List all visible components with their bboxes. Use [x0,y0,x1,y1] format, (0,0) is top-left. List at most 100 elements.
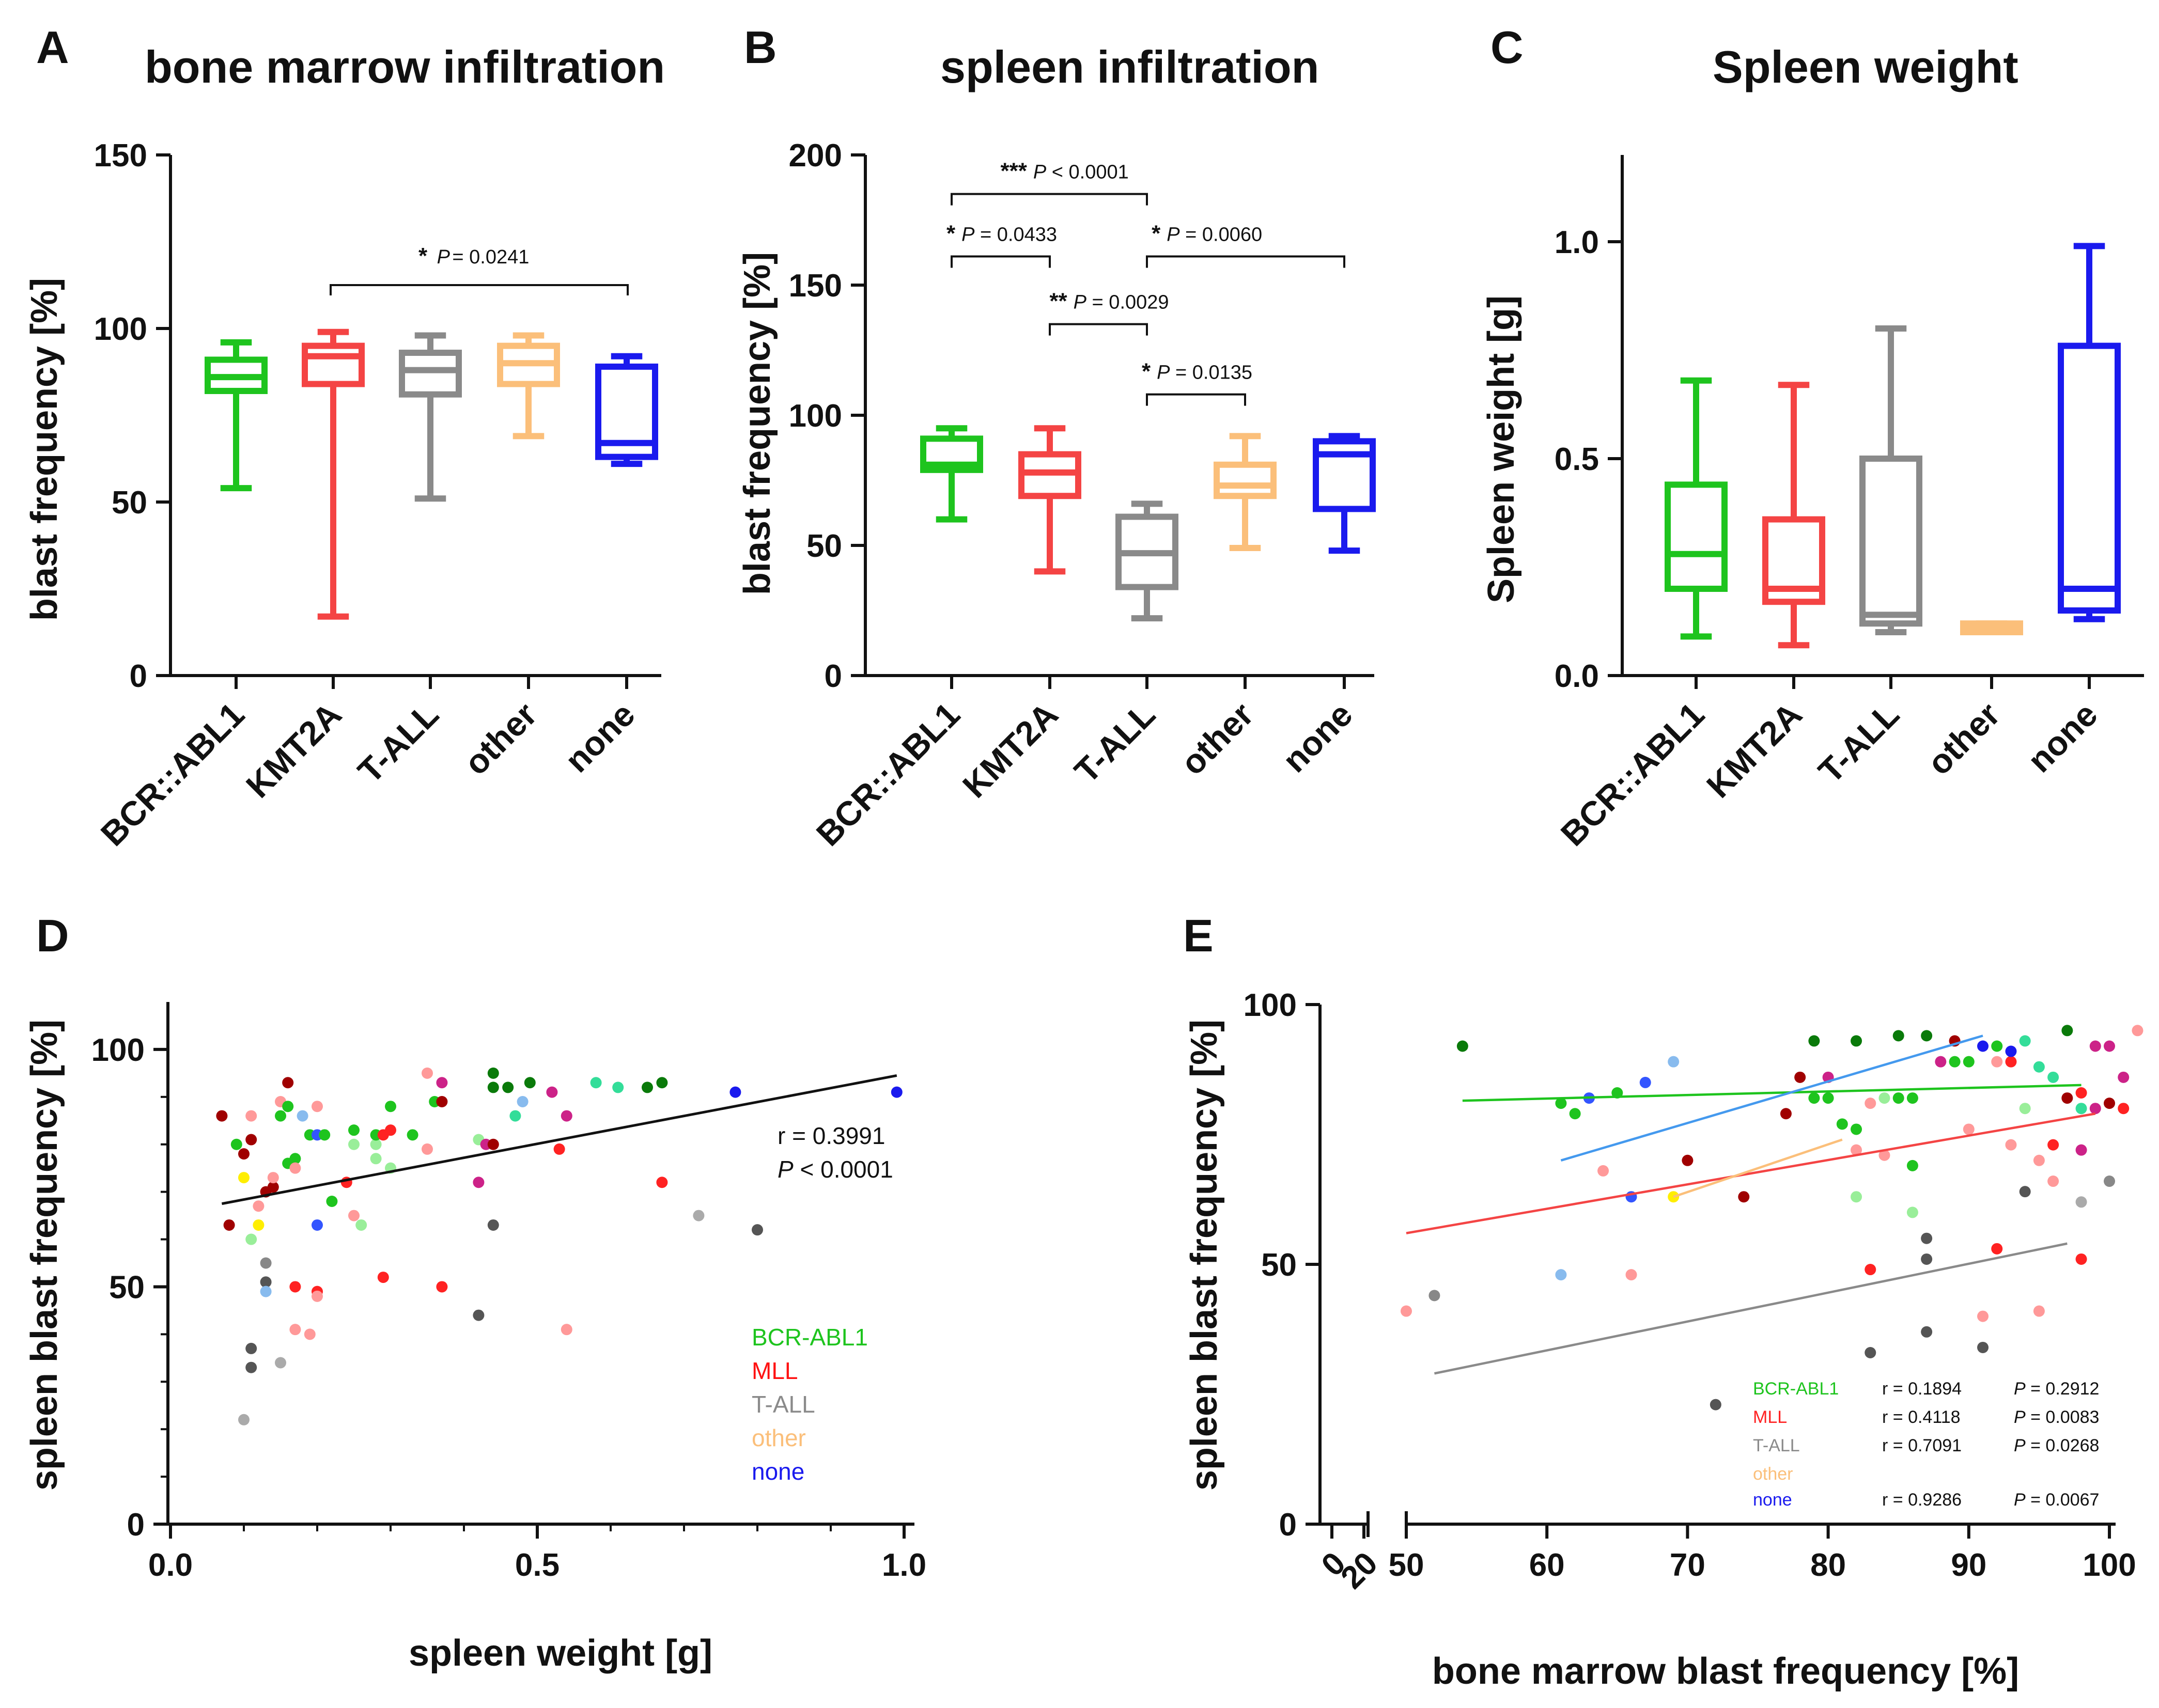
panel-b-sig-stars-0: *** [1001,159,1028,184]
panel-c-letter: C [1490,22,1524,73]
panel-a-y-axis-label: blast frequency [%] [24,278,65,621]
panel-e-point [1921,1232,1933,1244]
panel-e-legend-none-r: r = 0.9286 [1882,1490,1962,1510]
panel-d-point [436,1077,448,1089]
panel-a-box-none [595,353,658,467]
panel-e-x-tick-label: 90 [1951,1547,1986,1583]
panel-e-point [2089,1040,2101,1052]
panel-d-point [289,1324,301,1336]
panel-b-sig-value-1: = 0.0433 [974,224,1057,246]
panel-d-point [509,1110,521,1122]
panel-e-legend-bcr-abl1-p: P = 0.2912 [2014,1379,2099,1399]
panel-e-point [1401,1305,1412,1317]
panel-e-x-tick-label: 50 [1389,1547,1424,1583]
panel-d-legend-none: none [752,1458,804,1485]
panel-d-point [245,1233,257,1245]
panel-e-point [1836,1118,1848,1130]
panel-e-legend-bcr-abl1-p-label: P [2014,1379,2026,1399]
panel-d-point [348,1124,360,1136]
panel-e-point [1456,1040,1468,1052]
panel-b-sig-stars-4: * [1142,359,1151,384]
box-iqr [302,342,365,387]
panel-d-point [377,1272,389,1283]
panel-d-point [656,1177,668,1188]
panel-e-point [2104,1098,2115,1109]
panel-d-point [385,1101,396,1112]
panel-e-y-tick-label: 100 [1244,988,1297,1023]
panel-d-letter: D [36,910,69,961]
panel-c-category-other: other [1920,695,2007,782]
panel-e-legend-other: other [1753,1464,1793,1484]
panel-e-point [2047,1139,2059,1151]
panel-e-x-axis-label: bone marrow blast frequency [%] [1432,1651,2019,1692]
panel-d-y-tick-label: 100 [91,1032,145,1068]
panel-d-point [370,1138,382,1150]
panel-e-point [1682,1154,1694,1166]
panel-e-point [2089,1103,2101,1115]
panel-d-point [312,1101,323,1112]
panel-d-point [524,1077,536,1089]
panel-e-point [1921,1030,1933,1042]
panel-e-legend-t-all-p: P = 0.0268 [2014,1436,2099,1455]
panel-e-point [1892,1030,1904,1042]
panel-d-p-label: P [778,1156,794,1183]
panel-d-point [267,1181,279,1193]
panel-e-point [2075,1103,2087,1115]
panel-d-point [517,1096,529,1108]
panel-d-point [260,1286,272,1297]
panel-d-point [612,1082,624,1093]
panel-e-legend-none-p-text: = 0.0067 [2026,1490,2100,1510]
panel-d-point [282,1101,294,1112]
panel-e-point [1851,1191,1862,1203]
panel-e-point [1865,1347,1876,1359]
panel-e-fit-mll [1406,1112,2096,1234]
panel-e-legend-t-all-p-label: P [2014,1436,2026,1455]
panel-e: E spleen blast frequency [%] bone marrow… [1183,910,2144,1692]
panel-d-point [348,1210,360,1221]
panel-b-sig-value-2: = 0.0060 [1180,224,1263,246]
panel-c-box-kmt2a [1762,382,1825,649]
panel-e-fit-bcr-abl1 [1462,1084,2082,1102]
panel-d-point [729,1086,741,1098]
panel-e-point [2075,1196,2087,1208]
panel-e-y-tick-label: 0 [1279,1507,1297,1543]
panel-d-point [267,1172,279,1184]
panel-d-point [473,1177,485,1188]
panel-b-sig-label-0: *** P < 0.0001 [1001,159,1129,184]
panel-c-category-t-all: T-ALL [1811,695,1906,791]
panel-a-y-tick-label: 0 [130,659,147,694]
panel-e-point [2118,1103,2130,1115]
panel-d-point [370,1153,382,1165]
panel-e-point [1794,1071,1806,1083]
panel-d-x-tick-label: 1.0 [882,1547,926,1583]
panel-c-category-none: none [2020,695,2105,780]
panel-e-legend-mll-p-text: = 0.0083 [2026,1407,2100,1427]
panel-d-point [693,1210,705,1221]
panel-e-point [1977,1040,1989,1052]
panel-e-legend-bcr-abl1: BCR-ABL1 [1753,1379,1839,1399]
panel-b-sig-stars-3: ** [1049,289,1067,314]
panel-a-y-tick-label: 100 [94,311,147,347]
panel-e-point [1906,1159,1918,1171]
panel-d-point [348,1138,360,1150]
panel-c-y-tick-label: 0.0 [1555,659,1599,694]
panel-b-sig-p-2: P [1167,224,1180,246]
panel-b-sig-p-0: P [1033,162,1047,183]
panel-b-sig-p-1: P [961,224,975,246]
panel-b-category-none: none [1275,695,1360,780]
panel-b-y-tick-label: 200 [789,138,842,174]
panel-d-point [355,1219,367,1231]
panel-b-category-other: other [1173,695,1261,782]
panel-e-point [1921,1326,1933,1338]
panel-e-legend-t-all-p-text: = 0.0268 [2026,1436,2100,1455]
panel-e-point [1738,1191,1750,1203]
panel-e-point [1851,1144,1862,1156]
panel-b-y-tick-label: 0 [825,659,842,694]
panel-e-point [1991,1243,2003,1255]
panel-e-point [1935,1056,1947,1068]
panel-c-title: Spleen weight [1713,41,2018,92]
panel-d-point [282,1077,294,1089]
panel-e-point [1878,1149,1890,1161]
